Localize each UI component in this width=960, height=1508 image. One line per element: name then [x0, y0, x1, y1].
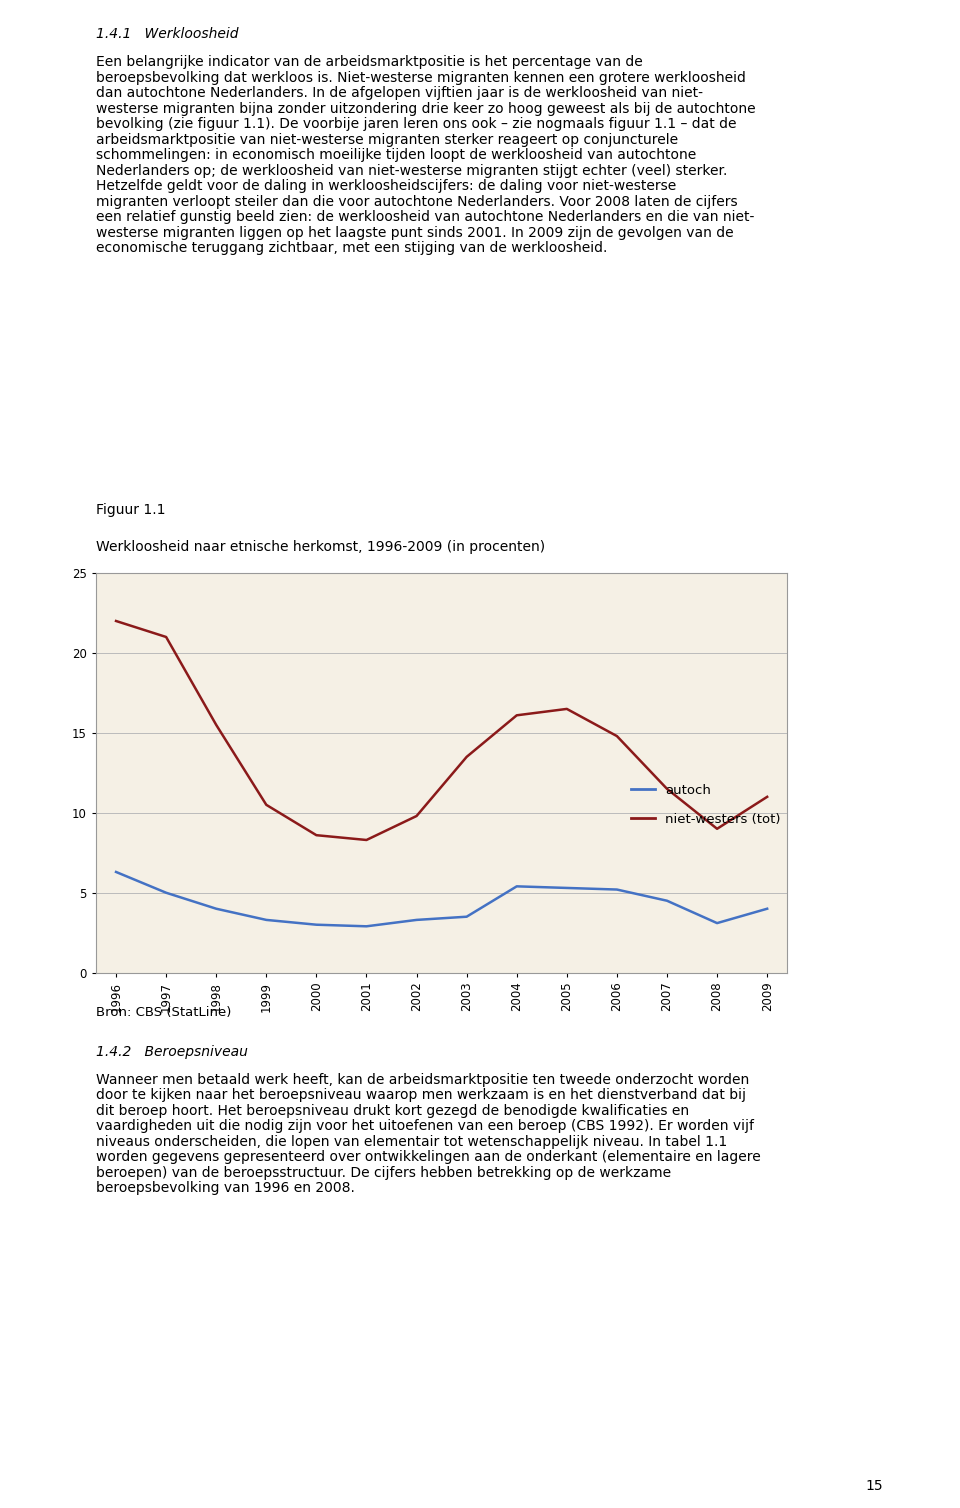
Text: Een belangrijke indicator van de arbeidsmarktpositie is het percentage van de: Een belangrijke indicator van de arbeids…: [96, 56, 643, 69]
Text: westerse migranten bijna zonder uitzondering drie keer zo hoog geweest als bij d: westerse migranten bijna zonder uitzonde…: [96, 101, 756, 116]
Text: door te kijken naar het beroepsniveau waarop men werkzaam is en het dienstverban: door te kijken naar het beroepsniveau wa…: [96, 1089, 746, 1102]
Text: bevolking (zie figuur 1.1). De voorbije jaren leren ons ook – zie nogmaals figuu: bevolking (zie figuur 1.1). De voorbije …: [96, 118, 736, 131]
Text: Bron: CBS (StatLine): Bron: CBS (StatLine): [96, 1006, 231, 1019]
Text: beroepsbevolking dat werkloos is. Niet-westerse migranten kennen een grotere wer: beroepsbevolking dat werkloos is. Niet-w…: [96, 71, 746, 84]
Text: vaardigheden uit die nodig zijn voor het uitoefenen van een beroep (CBS 1992). E: vaardigheden uit die nodig zijn voor het…: [96, 1119, 754, 1134]
Text: Hetzelfde geldt voor de daling in werkloosheidscijfers: de daling voor niet-west: Hetzelfde geldt voor de daling in werklo…: [96, 179, 676, 193]
Text: Nederlanders op; de werkloosheid van niet-westerse migranten stijgt echter (veel: Nederlanders op; de werkloosheid van nie…: [96, 163, 728, 178]
Text: Wanneer men betaald werk heeft, kan de arbeidsmarktpositie ten tweede onderzocht: Wanneer men betaald werk heeft, kan de a…: [96, 1074, 749, 1087]
Text: economische teruggang zichtbaar, met een stijging van de werkloosheid.: economische teruggang zichtbaar, met een…: [96, 241, 608, 255]
Text: Werkloosheid naar etnische herkomst, 1996-2009 (in procenten): Werkloosheid naar etnische herkomst, 199…: [96, 540, 545, 553]
Text: migranten verloopt steiler dan die voor autochtone Nederlanders. Voor 2008 laten: migranten verloopt steiler dan die voor …: [96, 195, 737, 208]
Text: beroepen) van de beroepsstructuur. De cijfers hebben betrekking op de werkzame: beroepen) van de beroepsstructuur. De ci…: [96, 1166, 671, 1179]
Text: niveaus onderscheiden, die lopen van elementair tot wetenschappelijk niveau. In : niveaus onderscheiden, die lopen van ele…: [96, 1136, 728, 1149]
Text: schommelingen: in economisch moeilijke tijden loopt de werkloosheid van autochto: schommelingen: in economisch moeilijke t…: [96, 148, 696, 161]
Text: dan autochtone Nederlanders. In de afgelopen vijftien jaar is de werkloosheid va: dan autochtone Nederlanders. In de afgel…: [96, 86, 703, 100]
Text: arbeidsmarktpositie van niet-westerse migranten sterker reageert op conjuncturel: arbeidsmarktpositie van niet-westerse mi…: [96, 133, 678, 146]
Text: 1.4.1   Werkloosheid: 1.4.1 Werkloosheid: [96, 27, 238, 41]
Text: beroepsbevolking van 1996 en 2008.: beroepsbevolking van 1996 en 2008.: [96, 1181, 355, 1196]
Text: 15: 15: [866, 1479, 883, 1493]
Text: Figuur 1.1: Figuur 1.1: [96, 504, 165, 517]
Text: worden gegevens gepresenteerd over ontwikkelingen aan de onderkant (elementaire : worden gegevens gepresenteerd over ontwi…: [96, 1151, 760, 1164]
Text: 1.4.2   Beroepsniveau: 1.4.2 Beroepsniveau: [96, 1045, 248, 1059]
Text: dit beroep hoort. Het beroepsniveau drukt kort gezegd de benodigde kwalificaties: dit beroep hoort. Het beroepsniveau druk…: [96, 1104, 689, 1117]
Text: westerse migranten liggen op het laagste punt sinds 2001. In 2009 zijn de gevolg: westerse migranten liggen op het laagste…: [96, 226, 733, 240]
Text: een relatief gunstig beeld zien: de werkloosheid van autochtone Nederlanders en : een relatief gunstig beeld zien: de werk…: [96, 210, 755, 225]
Legend: autoch, niet-westers (tot): autoch, niet-westers (tot): [631, 784, 780, 826]
